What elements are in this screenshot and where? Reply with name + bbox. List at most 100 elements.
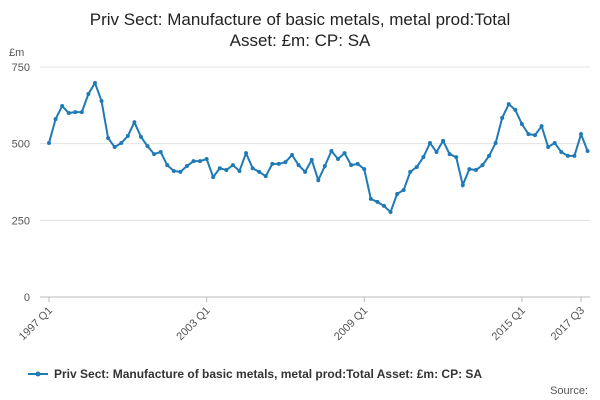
data-point: [99, 99, 104, 104]
data-point: [454, 155, 459, 160]
data-point: [237, 168, 242, 173]
data-point: [355, 161, 360, 166]
data-point: [257, 169, 262, 174]
data-point: [362, 167, 367, 172]
legend-marker: [35, 371, 41, 377]
y-tick-label: 250: [12, 215, 30, 227]
data-point: [66, 111, 71, 115]
data-point: [487, 153, 492, 158]
y-tick-label: 750: [12, 62, 30, 74]
chart-title: Priv Sect: Manufacture of basic metals, …: [90, 10, 510, 29]
data-point: [125, 134, 130, 138]
data-point: [171, 168, 176, 173]
data-point: [158, 149, 163, 154]
data-point: [467, 167, 472, 172]
data-point: [92, 80, 97, 85]
data-point: [250, 166, 255, 171]
data-point: [184, 164, 189, 169]
data-point: [60, 103, 65, 108]
x-tick-label: 2009 Q1: [332, 305, 370, 343]
data-point: [546, 145, 551, 150]
data-point: [513, 107, 518, 112]
data-point: [322, 164, 327, 169]
data-point: [276, 161, 281, 166]
data-point: [401, 187, 406, 192]
data-point: [329, 149, 334, 154]
y-tick-label: 500: [12, 139, 30, 151]
data-point: [526, 132, 531, 137]
data-point: [441, 138, 446, 143]
data-point: [349, 163, 354, 168]
data-point: [533, 133, 538, 138]
data-point: [500, 115, 505, 120]
data-point: [204, 157, 209, 161]
data-point: [79, 110, 84, 115]
x-tick-label: 2015 Q1: [490, 305, 528, 343]
data-point: [217, 166, 222, 171]
data-point: [342, 151, 347, 156]
data-point: [270, 161, 275, 166]
data-point: [309, 157, 314, 162]
data-point: [427, 141, 432, 146]
data-point: [579, 132, 583, 137]
data-point: [53, 117, 58, 122]
data-point: [112, 145, 117, 150]
data-point: [303, 169, 308, 174]
data-point: [408, 169, 413, 174]
source-label: Source:: [550, 385, 588, 397]
y-axis-label: £m: [9, 47, 24, 59]
data-point: [191, 159, 196, 164]
data-point: [178, 169, 183, 174]
data-point: [480, 163, 485, 168]
data-point: [86, 91, 91, 96]
x-tick-label: 1997 Q1: [17, 305, 55, 343]
data-point: [460, 183, 465, 188]
data-point: [572, 153, 577, 158]
x-tick-label: 2003 Q1: [174, 305, 212, 343]
data-point: [585, 149, 590, 154]
data-point: [224, 168, 229, 173]
data-point: [132, 120, 137, 125]
x-tick-label: 2017 Q3: [549, 305, 587, 343]
data-point: [447, 152, 452, 157]
chart-title: Asset: £m: CP: SA: [230, 31, 371, 50]
data-point: [388, 210, 393, 215]
data-point: [198, 159, 203, 164]
series-line: [48, 80, 589, 214]
y-tick-label: 0: [24, 292, 30, 304]
legend-label: Priv Sect: Manufacture of basic metals, …: [54, 367, 482, 381]
data-point: [211, 175, 216, 180]
data-point: [368, 196, 373, 201]
data-point: [506, 102, 511, 107]
data-point: [283, 160, 288, 165]
data-point: [138, 134, 143, 139]
data-point: [375, 199, 380, 204]
data-point: [119, 141, 124, 146]
data-point: [165, 163, 170, 168]
data-point: [290, 153, 295, 158]
data-point: [519, 122, 524, 127]
data-point: [552, 141, 557, 146]
data-point: [316, 178, 321, 183]
data-point: [106, 136, 111, 141]
data-point: [73, 110, 78, 115]
data-point: [434, 149, 439, 154]
data-point: [263, 174, 268, 179]
data-point: [296, 163, 301, 168]
data-point: [395, 191, 400, 196]
data-point: [152, 152, 157, 157]
data-point: [539, 124, 544, 129]
data-point: [47, 141, 51, 146]
data-point: [421, 155, 426, 160]
data-point: [473, 168, 478, 173]
data-point: [381, 203, 386, 208]
data-point: [493, 141, 498, 146]
data-point: [145, 144, 150, 149]
data-point: [565, 153, 570, 158]
data-point: [244, 151, 249, 156]
data-point: [414, 164, 419, 169]
data-point: [335, 157, 340, 161]
data-point: [559, 149, 564, 154]
data-point: [230, 163, 235, 168]
